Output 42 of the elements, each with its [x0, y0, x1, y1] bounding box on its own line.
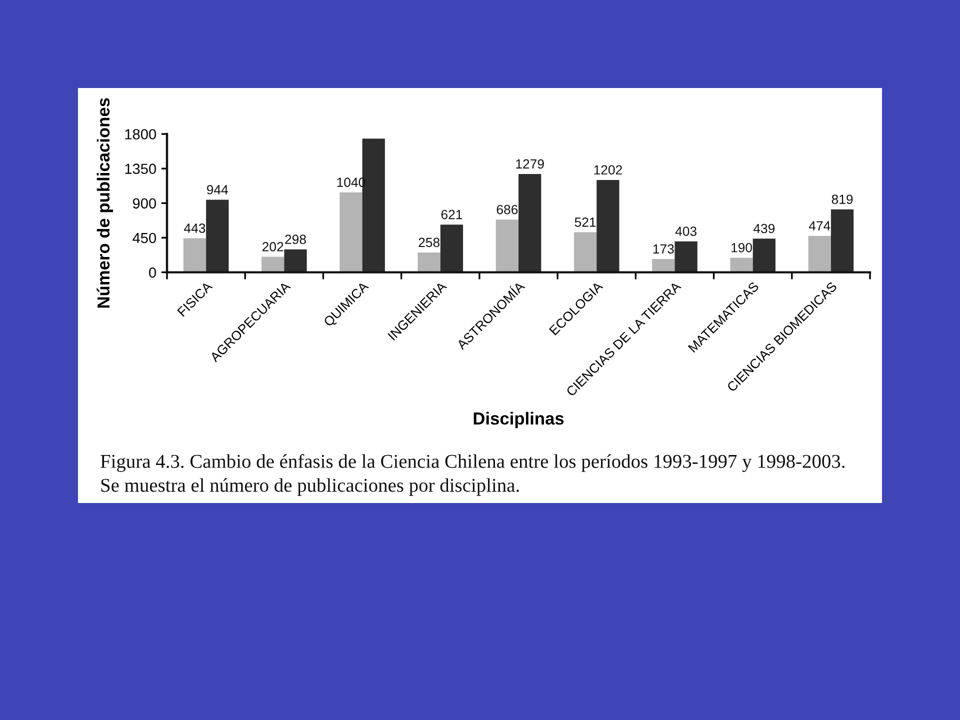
- data-label: 173: [653, 244, 674, 254]
- bar: [518, 174, 542, 272]
- data-label: 403: [675, 226, 696, 236]
- data-label: 1279: [516, 159, 544, 169]
- bar: [284, 249, 307, 272]
- text: Figura 4.3. Cambio de énfasis de la Ciencia Chilena entre los períodos 1993-1997 y 1998-2003.: [100, 454, 844, 472]
- data-label: 944: [206, 185, 228, 194]
- data-label: 298: [285, 234, 306, 244]
- y-tick-label: 900: [132, 198, 156, 209]
- y-tick-label: 450: [132, 232, 156, 244]
- bar: [418, 252, 440, 272]
- bar: [652, 259, 675, 272]
- data-label: 439: [753, 224, 775, 234]
- y-axis-title: Número de publicaciones: [96, 98, 114, 308]
- bar: [574, 232, 597, 272]
- data-label: 621: [441, 210, 462, 220]
- bar: [440, 224, 464, 272]
- data-label: 521: [574, 218, 596, 227]
- y-tick-label: 1800: [125, 129, 156, 140]
- data-label: 202: [262, 242, 284, 252]
- data-label: 686: [496, 204, 518, 214]
- bar: [830, 209, 854, 272]
- y-tick-label: 1350: [125, 164, 156, 174]
- bar: [596, 180, 620, 272]
- bar: [808, 236, 831, 272]
- bar: [262, 256, 284, 272]
- bar: [183, 238, 206, 272]
- data-label: 190: [732, 242, 752, 252]
- data-label: 1202: [594, 165, 622, 175]
- data-label: 474: [808, 221, 830, 230]
- data-label: 819: [832, 194, 853, 204]
- bar: [752, 238, 776, 272]
- bar: [206, 200, 229, 272]
- text: Se muestra el número de publicaciones por disciplina.: [101, 478, 519, 496]
- bar: [340, 192, 362, 272]
- y-tick-label: 0: [149, 267, 156, 278]
- data-label: 258: [418, 238, 440, 248]
- data-label: 443: [184, 224, 206, 233]
- bar: [730, 258, 753, 272]
- bar: [674, 241, 698, 272]
- bar: [496, 220, 518, 272]
- x-axis-title: Disciplinas: [474, 412, 564, 428]
